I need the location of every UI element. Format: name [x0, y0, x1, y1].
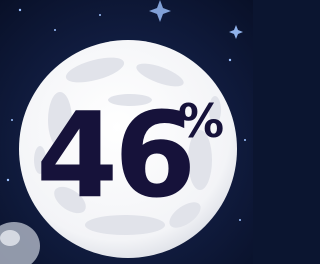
percentage-number: 46: [36, 86, 192, 224]
page: 46 % (() => { const data = JSON.parse(do…: [0, 0, 253, 264]
scene: 46 %: [0, 0, 253, 264]
percentage-sign: %: [178, 94, 224, 148]
